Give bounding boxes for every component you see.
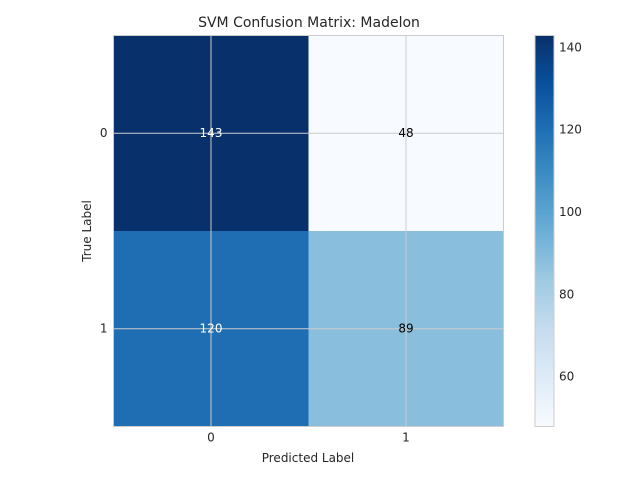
colorbar-tick-100: 100 bbox=[559, 205, 582, 219]
colorbar-tick-120: 120 bbox=[559, 123, 582, 137]
gridlines bbox=[113, 35, 504, 427]
colorbar: 60 80 100 120 140 bbox=[534, 35, 582, 427]
y-axis-label: True Label bbox=[80, 200, 94, 263]
plot-frame bbox=[113, 35, 504, 427]
colorbar-tick-80: 80 bbox=[559, 287, 574, 301]
cell-label-0-0: 143 bbox=[200, 126, 223, 140]
cell-label-1-0: 120 bbox=[200, 321, 223, 335]
y-tick-label-0: 0 bbox=[100, 126, 108, 140]
heatmap-cells bbox=[113, 35, 504, 427]
y-tick-labels: 01 bbox=[100, 126, 108, 336]
cell-label-1-1: 89 bbox=[398, 321, 413, 335]
x-axis-label: Predicted Label bbox=[262, 451, 355, 465]
x-tick-label-0: 0 bbox=[207, 431, 215, 445]
y-tick-label-1: 1 bbox=[100, 321, 108, 335]
cell-value-labels: 143 48 120 89 bbox=[200, 126, 414, 336]
cell-label-0-1: 48 bbox=[398, 126, 413, 140]
colorbar-tick-60: 60 bbox=[559, 370, 574, 384]
colorbar-tick-140: 140 bbox=[559, 40, 582, 54]
x-tick-label-1: 1 bbox=[402, 431, 410, 445]
chart-title: SVM Confusion Matrix: Madelon bbox=[198, 15, 420, 31]
colorbar-tick-labels: 60 80 100 120 140 bbox=[559, 40, 582, 383]
colorbar-gradient bbox=[534, 35, 555, 427]
